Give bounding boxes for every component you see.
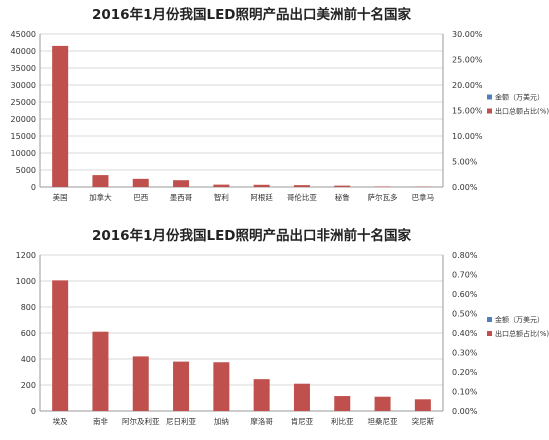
- bar-8: [334, 186, 350, 187]
- y-left-tick-label: 200: [21, 381, 36, 390]
- y-left-tick-label: 35000: [11, 64, 36, 73]
- y-left-tick-label: 1200: [16, 251, 36, 260]
- bar-4: [173, 180, 189, 187]
- bar-1: [52, 46, 68, 187]
- y-right-tick-label: 30.00%: [452, 30, 483, 39]
- y-left-tick-label: 0: [31, 183, 36, 192]
- category-label: 墨西哥: [170, 193, 193, 202]
- category-label: 秘鲁: [335, 192, 350, 202]
- y-left-tick-label: 30000: [11, 81, 36, 90]
- category-label: 加纳: [214, 416, 229, 426]
- bar-2: [92, 332, 108, 411]
- legend-label-share: 出口总额占比(%): [495, 329, 549, 338]
- category-label: 南非: [93, 416, 108, 426]
- y-left-tick-label: 15000: [11, 132, 36, 141]
- y-right-tick-label: 0.40%: [452, 329, 478, 338]
- bar-4: [173, 362, 189, 411]
- bar-9: [375, 186, 391, 187]
- bar-3: [133, 179, 149, 187]
- bar-7: [294, 185, 310, 187]
- y-left-tick-label: 25000: [11, 98, 36, 107]
- y-left-tick-label: 0: [31, 407, 36, 416]
- legend-swatch-amount: [487, 109, 492, 114]
- legend-swatch-amount: [487, 331, 492, 336]
- y-left-tick-label: 800: [21, 303, 36, 312]
- bar-1: [52, 280, 68, 411]
- y-left-tick-label: 1000: [16, 277, 36, 286]
- chart-title: 2016年1月份我国LED照明产品出口非洲前十名国家: [92, 227, 411, 244]
- category-label: 利比亚: [331, 416, 354, 426]
- category-label: 摩洛哥: [250, 416, 273, 426]
- legend-swatch-share: [487, 317, 492, 322]
- bar-9: [375, 397, 391, 411]
- y-right-tick-label: 0.00%: [452, 407, 478, 416]
- bar-5: [213, 362, 229, 411]
- y-left-tick-label: 45000: [11, 30, 36, 39]
- category-label: 尼日利亚: [166, 416, 196, 426]
- bar-2: [92, 175, 108, 187]
- chart-title: 2016年1月份我国LED照明产品出口美洲前十名国家: [92, 6, 411, 23]
- category-label: 坦桑尼亚: [368, 416, 398, 426]
- category-label: 智利: [214, 192, 229, 202]
- bar-8: [334, 396, 350, 411]
- bar-7: [294, 384, 310, 411]
- y-right-tick-label: 0.60%: [452, 290, 478, 299]
- category-label: 埃及: [53, 416, 68, 426]
- bar-10: [415, 399, 431, 411]
- y-left-tick-label: 20000: [11, 115, 36, 124]
- category-label: 美国: [53, 192, 68, 202]
- bar-3: [133, 356, 149, 411]
- category-label: 突尼斯: [412, 416, 435, 426]
- y-right-tick-label: 0.50%: [452, 310, 478, 319]
- y-right-tick-label: 0.20%: [452, 368, 478, 377]
- y-left-tick-label: 40000: [11, 47, 36, 56]
- y-right-tick-label: 20.00%: [452, 81, 483, 90]
- y-right-tick-label: 0.30%: [452, 349, 478, 358]
- bar-5: [213, 185, 229, 187]
- legend-label-amount: 金额（万美元）: [495, 93, 544, 102]
- y-right-tick-label: 5.00%: [452, 158, 478, 167]
- y-right-tick-label: 0.10%: [452, 388, 478, 397]
- y-right-tick-label: 25.00%: [452, 56, 483, 65]
- category-label: 哥伦比亚: [287, 192, 317, 202]
- y-right-tick-label: 10.00%: [452, 132, 483, 141]
- category-label: 巴拿马: [412, 192, 435, 202]
- category-label: 阿根廷: [250, 192, 273, 202]
- y-left-tick-label: 5000: [16, 166, 36, 175]
- legend-label-share: 出口总额占比(%): [495, 107, 549, 116]
- y-right-tick-label: 0.00%: [452, 183, 478, 192]
- y-left-tick-label: 400: [21, 355, 36, 364]
- y-right-tick-label: 15.00%: [452, 107, 483, 116]
- y-left-tick-label: 600: [21, 329, 36, 338]
- bar-6: [254, 185, 270, 187]
- category-label: 巴西: [133, 193, 148, 202]
- category-label: 加拿大: [89, 192, 112, 202]
- category-label: 肯尼亚: [291, 416, 314, 426]
- category-label: 萨尔瓦多: [368, 192, 398, 202]
- y-left-tick-label: 10000: [11, 149, 36, 158]
- legend-swatch-share: [487, 95, 492, 100]
- category-label: 阿尔及利亚: [122, 416, 160, 426]
- bar-6: [254, 379, 270, 411]
- legend-label-amount: 金额（万美元）: [495, 315, 544, 324]
- y-right-tick-label: 0.80%: [452, 251, 478, 260]
- y-right-tick-label: 0.70%: [452, 271, 478, 280]
